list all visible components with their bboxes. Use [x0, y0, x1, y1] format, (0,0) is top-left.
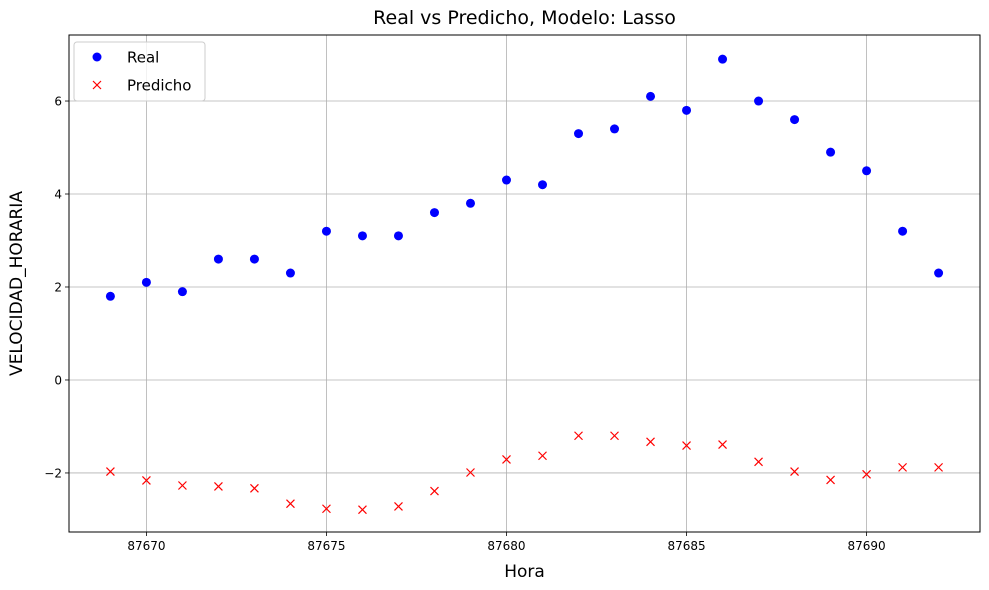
point-real [105, 291, 115, 301]
point-real [646, 91, 656, 101]
point-predicho [898, 462, 908, 472]
chart-title: Real vs Predicho, Modelo: Lasso [373, 7, 676, 29]
point-predicho [141, 475, 151, 485]
x-tick-label: 87670 [127, 539, 165, 553]
point-real [177, 287, 187, 297]
point-real [862, 166, 872, 176]
point-predicho [105, 467, 115, 476]
ticks: 87670 87675 87680 87685 87690 −2 0 2 4 6 [44, 95, 885, 553]
y-tick-label: 0 [54, 373, 62, 387]
point-predicho [322, 504, 331, 514]
legend-marker-predicho [92, 80, 102, 90]
legend-label-real: Real [127, 49, 159, 67]
grid [69, 35, 980, 532]
legend-box [73, 41, 206, 102]
point-real [718, 54, 728, 64]
point-predicho [574, 431, 583, 441]
point-predicho [286, 499, 295, 509]
point-predicho [358, 505, 367, 515]
point-predicho [826, 475, 835, 485]
point-real [285, 268, 295, 278]
x-tick-label: 87680 [487, 539, 525, 553]
x-axis-label: Hora [504, 562, 545, 582]
point-predicho [790, 467, 799, 476]
point-real [501, 175, 511, 185]
plot-area-frame [68, 34, 981, 533]
point-predicho [394, 502, 403, 511]
x-tick-label: 87690 [847, 539, 885, 553]
point-real [429, 208, 439, 218]
point-predicho [214, 482, 223, 491]
point-real [898, 226, 908, 236]
point-real [682, 105, 692, 115]
point-real [321, 226, 331, 236]
point-predicho [718, 440, 727, 450]
point-predicho [502, 455, 511, 464]
point-predicho [610, 431, 619, 441]
point-real [934, 268, 944, 278]
point-real [790, 115, 800, 125]
legend: Real Predicho [73, 41, 206, 102]
point-predicho [934, 462, 944, 472]
point-predicho [250, 483, 259, 493]
point-real [574, 129, 584, 139]
point-predicho [430, 486, 439, 496]
x-tick-label: 87685 [667, 539, 705, 553]
y-axis-label: VELOCIDAD_HORARIA [7, 191, 27, 376]
point-real [610, 124, 620, 134]
legend-marker-real [92, 52, 102, 62]
point-predicho [682, 441, 691, 450]
point-predicho [754, 457, 763, 467]
point-real [393, 231, 403, 241]
legend-label-predicho: Predicho [127, 77, 191, 95]
y-tick-label: 4 [54, 188, 62, 202]
data-points [105, 54, 944, 515]
point-predicho [646, 437, 655, 447]
y-tick-label: 6 [54, 95, 62, 109]
point-predicho [862, 469, 871, 479]
point-predicho [178, 481, 187, 490]
point-predicho [466, 468, 475, 477]
point-real [538, 180, 548, 190]
y-tick-label: −2 [44, 466, 62, 480]
point-real [357, 231, 367, 241]
x-tick-label: 87675 [307, 539, 345, 553]
point-predicho [538, 451, 547, 461]
point-real [141, 277, 151, 287]
point-real [465, 198, 475, 208]
point-real [826, 147, 836, 157]
point-real [213, 254, 223, 264]
point-real [249, 254, 259, 264]
point-real [754, 96, 764, 106]
y-tick-label: 2 [54, 280, 62, 294]
